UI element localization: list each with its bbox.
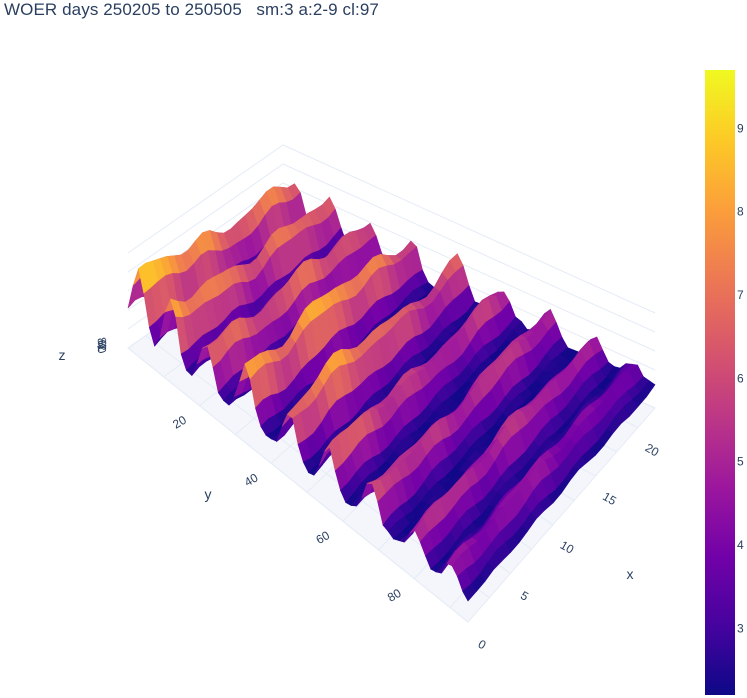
colorbar-tick-label: 5 — [737, 455, 744, 469]
x-tick-label: 10 — [558, 538, 577, 557]
y-tick-label: 40 — [242, 470, 261, 489]
chart-title: WOER days 250205 to 250505 sm:3 a:2-9 cl… — [4, 0, 379, 19]
colorbar-tick-label: 3 — [737, 621, 744, 635]
y-tick-label: 60 — [313, 528, 332, 547]
y-axis-title: y — [205, 486, 212, 502]
z-tick-label: 0 — [94, 345, 109, 355]
z-tick-label: 4 — [94, 340, 109, 350]
colorbar-tick-label: 8 — [737, 205, 744, 219]
colorbar-tick-label: 6 — [737, 371, 744, 385]
z-tick-label: 2 — [94, 343, 109, 353]
colorbar-tick-label: 7 — [737, 288, 744, 302]
x-tick-label: 5 — [518, 588, 531, 604]
x-tick-label: 20 — [643, 441, 662, 460]
z-axis-title: z — [59, 347, 66, 363]
z-tick-label: 8 — [94, 336, 109, 346]
colorbar-gradient — [705, 70, 735, 695]
x-axis-title: x — [627, 566, 634, 582]
y-tick-label: 20 — [170, 413, 189, 432]
z-tick-label: 6 — [94, 338, 109, 348]
x-tick-label: 0 — [476, 637, 489, 653]
y-tick-label: 80 — [385, 586, 404, 605]
colorbar-tick-label: 9 — [737, 121, 744, 135]
x-tick-label: 15 — [600, 489, 619, 508]
surface-mesh — [127, 183, 656, 602]
surface-patch — [462, 583, 477, 602]
colorbar-tick-label: 4 — [737, 538, 744, 552]
colorbar: 3 4 5 6 7 8 9 — [705, 70, 744, 695]
